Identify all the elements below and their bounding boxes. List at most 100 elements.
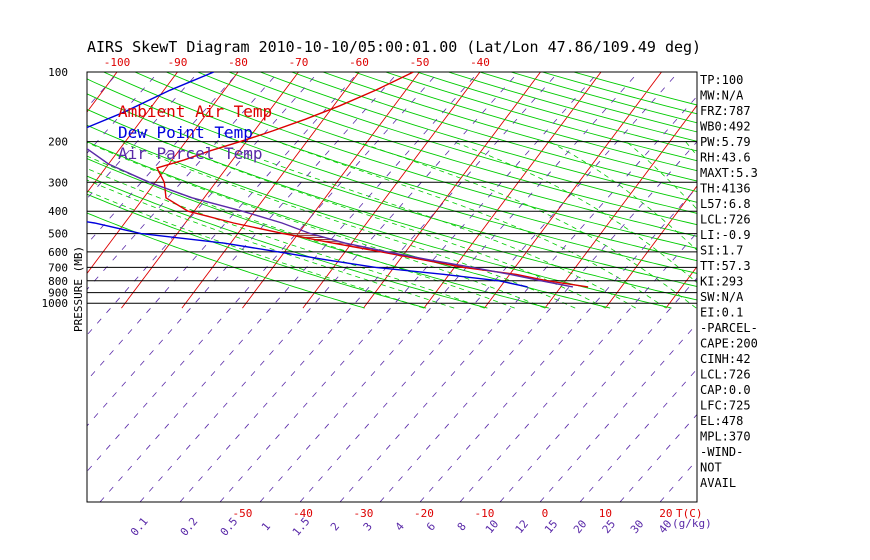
y-axis-label: PRESSURE (MB) (72, 246, 85, 332)
dry-adiabat-line (416, 72, 697, 152)
mixing-ratio-line (87, 72, 439, 472)
mixing-ratio-label: 20 (571, 517, 589, 536)
top-temp-tick-label: -50 (410, 56, 430, 69)
mixing-ratio-line (379, 141, 697, 502)
mixing-ratio-line (87, 72, 279, 291)
isotherm-line (665, 265, 697, 309)
index-label: FRZ:787 (700, 104, 751, 118)
index-label: L57:6.8 (700, 197, 751, 211)
top-temp-tick-label: -60 (349, 56, 369, 69)
mixing-ratio-label: 0.1 (128, 515, 151, 539)
isotherm-line (242, 72, 420, 309)
top-temp-tick-label: -100 (104, 56, 131, 69)
dry-adiabat-line (87, 193, 427, 309)
mixing-ratio-unit-label: (g/kg) (672, 517, 712, 530)
index-label: WB0:492 (700, 120, 751, 134)
mixing-ratio-label: 30 (628, 517, 646, 536)
moist-adiabat-line (87, 179, 455, 309)
moist-adiabat-line (87, 155, 515, 309)
moist-adiabat-line (162, 141, 606, 309)
isotherm-line (787, 72, 870, 308)
pressure-tick-label: 600 (48, 246, 68, 259)
index-label: MPL:370 (700, 430, 751, 444)
mixing-ratio-line (87, 72, 319, 336)
mixing-ratio-line (0, 72, 38, 502)
dry-adiabat-line (228, 72, 697, 214)
isotherm-line (121, 72, 299, 309)
mixing-ratio-line (659, 459, 697, 502)
index-label: MAXT:5.3 (700, 166, 758, 180)
bottom-temp-tick-label: 10 (599, 507, 612, 520)
bottom-temp-tick-label: -50 (232, 507, 252, 520)
isotherm-line (87, 72, 239, 275)
dry-adiabat-line (479, 72, 697, 133)
top-temp-tick-label: -90 (168, 56, 188, 69)
index-label: NOT (700, 461, 722, 475)
isotherm-line (605, 185, 697, 309)
index-label: SI:1.7 (700, 244, 743, 258)
index-label: AVAIL (700, 476, 736, 490)
mixing-ratio-label: 1 (259, 520, 273, 533)
isotherm-line (484, 72, 662, 309)
pressure-tick-label: 200 (48, 136, 68, 149)
index-label: EL:478 (700, 414, 743, 428)
dry-adiabat-line (448, 72, 697, 142)
mixing-ratio-label: 2 (328, 520, 342, 533)
mixing-ratio-label: 25 (600, 517, 618, 536)
dry-adiabat-line (134, 72, 697, 249)
index-label: RH:43.6 (700, 151, 751, 165)
mixing-ratio-line (87, 72, 399, 427)
dry-adiabat-line (87, 212, 365, 309)
dry-adiabat-line (103, 72, 697, 262)
mixing-ratio-line (299, 72, 679, 502)
mixing-ratio-line (339, 95, 697, 502)
dry-adiabat-line (197, 72, 697, 226)
isotherm-line (544, 104, 697, 309)
index-label: LFC:725 (700, 399, 751, 413)
moist-adiabat-line (87, 190, 425, 309)
mixing-ratio-line (87, 72, 199, 200)
legend-entry: Dew Point Temp (118, 123, 253, 142)
dry-adiabat-line (166, 72, 697, 237)
moist-adiabat-line (356, 141, 697, 309)
mixing-ratio-line (87, 72, 159, 154)
index-label: LCL:726 (700, 213, 751, 227)
bottom-temp-tick-label: -30 (353, 507, 373, 520)
top-temp-tick-label: -40 (470, 56, 490, 69)
chart-title: AIRS SkewT Diagram 2010-10-10/05:00:01.0… (87, 38, 701, 56)
mixing-ratio-line (459, 232, 697, 502)
plot-frame (86, 71, 698, 503)
bottom-temp-tick-label: -10 (474, 507, 494, 520)
dry-adiabat-line (87, 124, 672, 309)
mixing-ratio-label: 8 (455, 520, 469, 533)
moist-adiabat-line (87, 168, 485, 309)
index-label: PW:5.79 (700, 135, 751, 149)
bottom-temp-tick-label: -20 (414, 507, 434, 520)
index-label: EI:0.1 (700, 306, 743, 320)
pressure-tick-label: 800 (48, 275, 68, 288)
mixing-ratio-line (87, 72, 359, 382)
moist-adiabat-line (120, 141, 576, 309)
index-label: CINH:42 (700, 352, 751, 366)
mixing-ratio-line (179, 72, 559, 502)
index-label: CAP:0.0 (700, 383, 751, 397)
ambient-temp-line (155, 72, 589, 288)
parcel-temp-line (87, 147, 574, 288)
index-label: -PARCEL- (700, 321, 758, 335)
index-label: LI:-0.9 (700, 228, 751, 242)
isotherm-line (181, 72, 360, 309)
legend: Ambient Air Temp Dew Point Temp Air Parcel… (118, 102, 272, 163)
pressure-tick-label: 700 (48, 261, 68, 274)
mixing-ratio-label: 4 (393, 520, 407, 534)
mixing-ratio-label: 12 (513, 517, 531, 536)
dry-adiabat-line (354, 72, 697, 172)
profile-lines (87, 72, 589, 288)
mixing-ratio-line (259, 72, 639, 502)
moist-adiabat-line (453, 141, 697, 284)
mixing-ratio-label: 15 (542, 517, 560, 536)
index-label: MW:N/A (700, 89, 744, 103)
dry-adiabat-line (291, 72, 697, 192)
mixing-ratio-line (139, 72, 519, 502)
dry-adiabat-line (87, 93, 697, 287)
